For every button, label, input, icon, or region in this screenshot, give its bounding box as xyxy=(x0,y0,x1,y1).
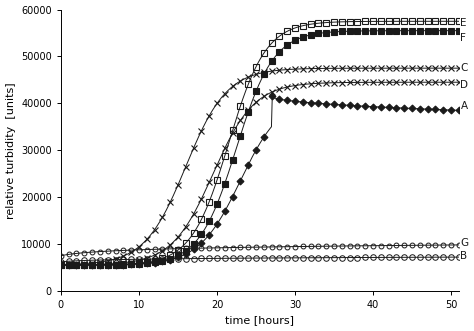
Text: D: D xyxy=(460,79,468,90)
Y-axis label: relative turbidity  [units]: relative turbidity [units] xyxy=(6,82,16,218)
X-axis label: time [hours]: time [hours] xyxy=(225,315,294,325)
Text: B: B xyxy=(460,251,467,261)
Text: F: F xyxy=(460,33,466,43)
Text: C: C xyxy=(460,63,468,73)
Text: A: A xyxy=(460,101,467,111)
Text: G: G xyxy=(460,238,469,248)
Text: E: E xyxy=(460,18,467,28)
